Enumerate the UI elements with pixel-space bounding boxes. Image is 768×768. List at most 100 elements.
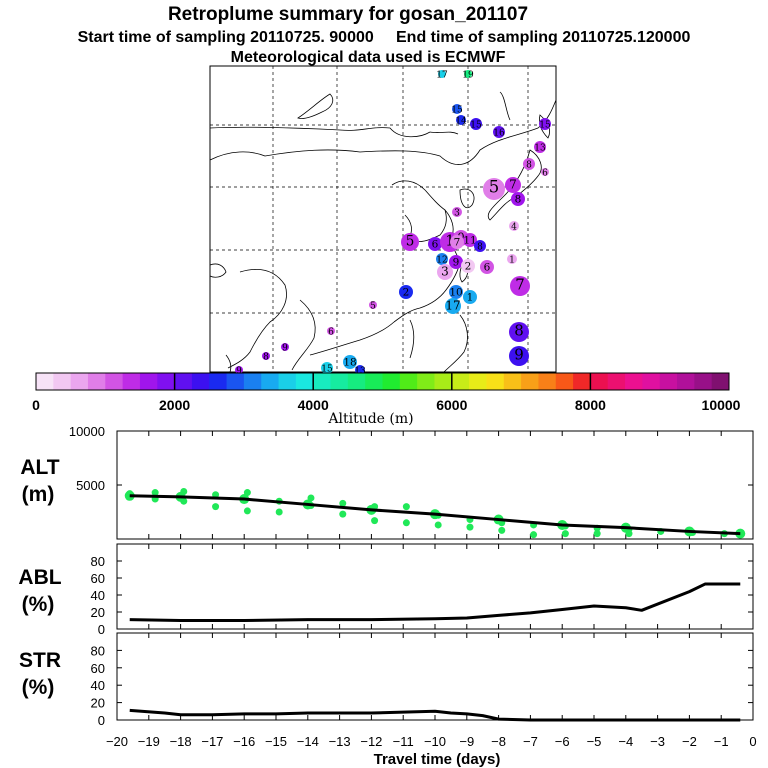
altitude-point (498, 526, 506, 534)
x-tick-label: −14 (297, 734, 319, 749)
panel-unit-label: (%) (22, 593, 55, 616)
sampling-times: Start time of sampling 20110725. 90000 E… (78, 29, 691, 46)
plume-marker-label: 9 (514, 346, 524, 364)
colorbar-frame (35, 372, 730, 391)
plume-marker (399, 285, 413, 299)
colorbar-swatch (174, 373, 193, 390)
y-tick-label: 20 (91, 696, 105, 711)
colorbar-swatch (399, 373, 418, 390)
colorbar-tick-label: 10000 (702, 397, 741, 413)
y-tick-label: 40 (91, 678, 105, 693)
colorbar-swatch (521, 373, 539, 390)
plume-marker (235, 366, 243, 374)
plume-marker-label: 8 (515, 194, 522, 206)
plume-marker (436, 253, 448, 265)
plume-marker-label: 17 (436, 71, 448, 81)
colorbar-swatch (365, 373, 383, 390)
colorbar-swatch (694, 373, 713, 390)
colorbar-swatch (469, 373, 487, 390)
colorbar-swatch (295, 373, 314, 390)
y-tick-label: 80 (91, 643, 105, 658)
plume-marker-label: 2 (403, 287, 410, 299)
plume-marker (480, 260, 494, 274)
plume-marker (281, 343, 289, 351)
x-tick-label: −20 (106, 734, 128, 749)
plume-marker-label: 13 (534, 144, 546, 154)
colorbar-swatch (538, 373, 557, 390)
colorbar-tick-label: 6000 (436, 397, 467, 413)
plume-marker (428, 237, 442, 251)
plume-marker-label: 4 (511, 223, 517, 233)
altitude-point (561, 530, 569, 538)
plume-marker-label: 16 (493, 129, 505, 139)
colorbar-swatch (87, 373, 106, 390)
x-tick-label: −9 (459, 734, 474, 749)
plume-marker (470, 118, 482, 130)
plume-marker (511, 192, 525, 206)
colorbar-swatch (313, 373, 332, 390)
plume-marker-label: 7 (454, 237, 461, 249)
plume-markers: 1719151415161513865783456101112978132672… (235, 70, 551, 377)
colorbar-swatch (347, 373, 366, 390)
series-line (129, 582, 741, 622)
panel-unit-label: (m) (22, 483, 55, 506)
altitude-point (593, 530, 601, 538)
colorbar-swatch (642, 373, 661, 390)
plume-marker-label: 1 (509, 256, 515, 266)
plume-marker (449, 285, 463, 299)
colorbar-swatch (486, 373, 505, 390)
plume-marker-label: 8 (263, 353, 269, 363)
plume-marker-label: 1 (467, 292, 474, 304)
y-tick-label: 60 (91, 661, 105, 676)
x-tick-label: −15 (265, 734, 287, 749)
x-tick-label: −1 (714, 734, 729, 749)
plume-marker-label: 18 (343, 357, 356, 369)
plume-marker (509, 221, 519, 231)
panel-abl: ABL (%) 80 60 40 20 0 (18, 543, 754, 637)
colorbar-swatch (191, 373, 210, 390)
colorbar-swatch (36, 373, 54, 390)
plume-marker (262, 352, 270, 360)
x-tick-label: −6 (555, 734, 570, 749)
x-tick-label: −3 (650, 734, 665, 749)
altitude-point (275, 508, 283, 516)
x-tick-label: 0 (749, 734, 756, 749)
plume-marker-label: 9 (453, 257, 460, 269)
colorbar-swatch (607, 373, 626, 390)
plume-marker (461, 259, 475, 273)
altitude-point (339, 510, 347, 518)
altitude-point (402, 519, 410, 527)
y-tick-label: 40 (91, 588, 105, 603)
plume-marker-label: 15 (539, 121, 551, 131)
colorbar-swatch (261, 373, 280, 390)
x-tick-label: −13 (329, 734, 351, 749)
series-line (129, 494, 741, 536)
x-tick-label: −10 (424, 734, 446, 749)
colorbar-swatch (434, 373, 453, 390)
plume-marker-label: 15 (321, 365, 333, 375)
altitude-point (434, 521, 442, 529)
x-tick-label: −17 (201, 734, 223, 749)
colorbar-swatch (382, 373, 401, 390)
plume-marker-label: 8 (477, 243, 483, 253)
plume-marker-label: 6 (484, 262, 491, 274)
colorbar-swatch (555, 373, 574, 390)
panel-label: ABL (18, 566, 61, 589)
plume-marker-label: 15 (470, 121, 482, 131)
altitude-point (151, 489, 159, 497)
y-tick-label: 10000 (69, 424, 105, 439)
plume-marker-label: 6 (328, 328, 334, 338)
panel-alt: ALT (m) 10000 5000 (20, 424, 754, 540)
plume-marker (452, 104, 462, 114)
plume-marker-label: 14 (455, 117, 467, 127)
colorbar-swatch (625, 373, 643, 390)
colorbar-swatch (330, 373, 349, 390)
plume-marker-label: 9 (282, 344, 288, 354)
colorbar-tick-label: 4000 (298, 397, 329, 413)
panel-unit-label: (%) (22, 676, 55, 699)
plume-marker (507, 254, 517, 264)
colorbar-swatch (573, 373, 591, 390)
plume-marker (509, 346, 529, 366)
colorbar-swatch (243, 373, 262, 390)
panel-frame (116, 430, 754, 540)
